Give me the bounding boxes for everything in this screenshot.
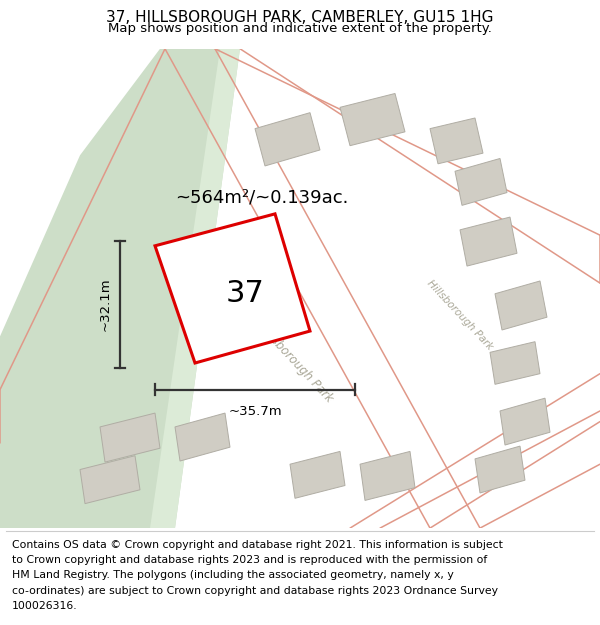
Polygon shape — [155, 214, 310, 363]
Text: to Crown copyright and database rights 2023 and is reproduced with the permissio: to Crown copyright and database rights 2… — [12, 555, 487, 565]
Text: HM Land Registry. The polygons (including the associated geometry, namely x, y: HM Land Registry. The polygons (includin… — [12, 571, 454, 581]
Text: 100026316.: 100026316. — [12, 601, 77, 611]
Text: co-ordinates) are subject to Crown copyright and database rights 2023 Ordnance S: co-ordinates) are subject to Crown copyr… — [12, 586, 498, 596]
Text: Contains OS data © Crown copyright and database right 2021. This information is : Contains OS data © Crown copyright and d… — [12, 540, 503, 550]
Text: ~564m²/~0.139ac.: ~564m²/~0.139ac. — [175, 189, 349, 207]
Text: ~32.1m: ~32.1m — [99, 278, 112, 331]
Polygon shape — [430, 118, 483, 164]
Polygon shape — [460, 217, 517, 266]
Text: Hillsborough Park: Hillsborough Park — [255, 321, 335, 406]
Polygon shape — [500, 398, 550, 445]
Polygon shape — [255, 112, 320, 166]
Polygon shape — [0, 49, 240, 528]
Polygon shape — [455, 159, 507, 206]
Text: Hillsborough Park: Hillsborough Park — [425, 278, 495, 352]
Polygon shape — [100, 413, 160, 462]
Polygon shape — [340, 94, 405, 146]
Polygon shape — [490, 342, 540, 384]
Polygon shape — [175, 413, 230, 461]
Polygon shape — [475, 446, 525, 493]
Text: ~35.7m: ~35.7m — [228, 404, 282, 418]
Text: 37, HILLSBOROUGH PARK, CAMBERLEY, GU15 1HG: 37, HILLSBOROUGH PARK, CAMBERLEY, GU15 1… — [106, 10, 494, 25]
Text: Map shows position and indicative extent of the property.: Map shows position and indicative extent… — [108, 22, 492, 35]
Text: 37: 37 — [226, 279, 265, 308]
Polygon shape — [290, 451, 345, 498]
Polygon shape — [150, 49, 240, 528]
Polygon shape — [495, 281, 547, 330]
Polygon shape — [360, 451, 415, 501]
Polygon shape — [80, 456, 140, 504]
